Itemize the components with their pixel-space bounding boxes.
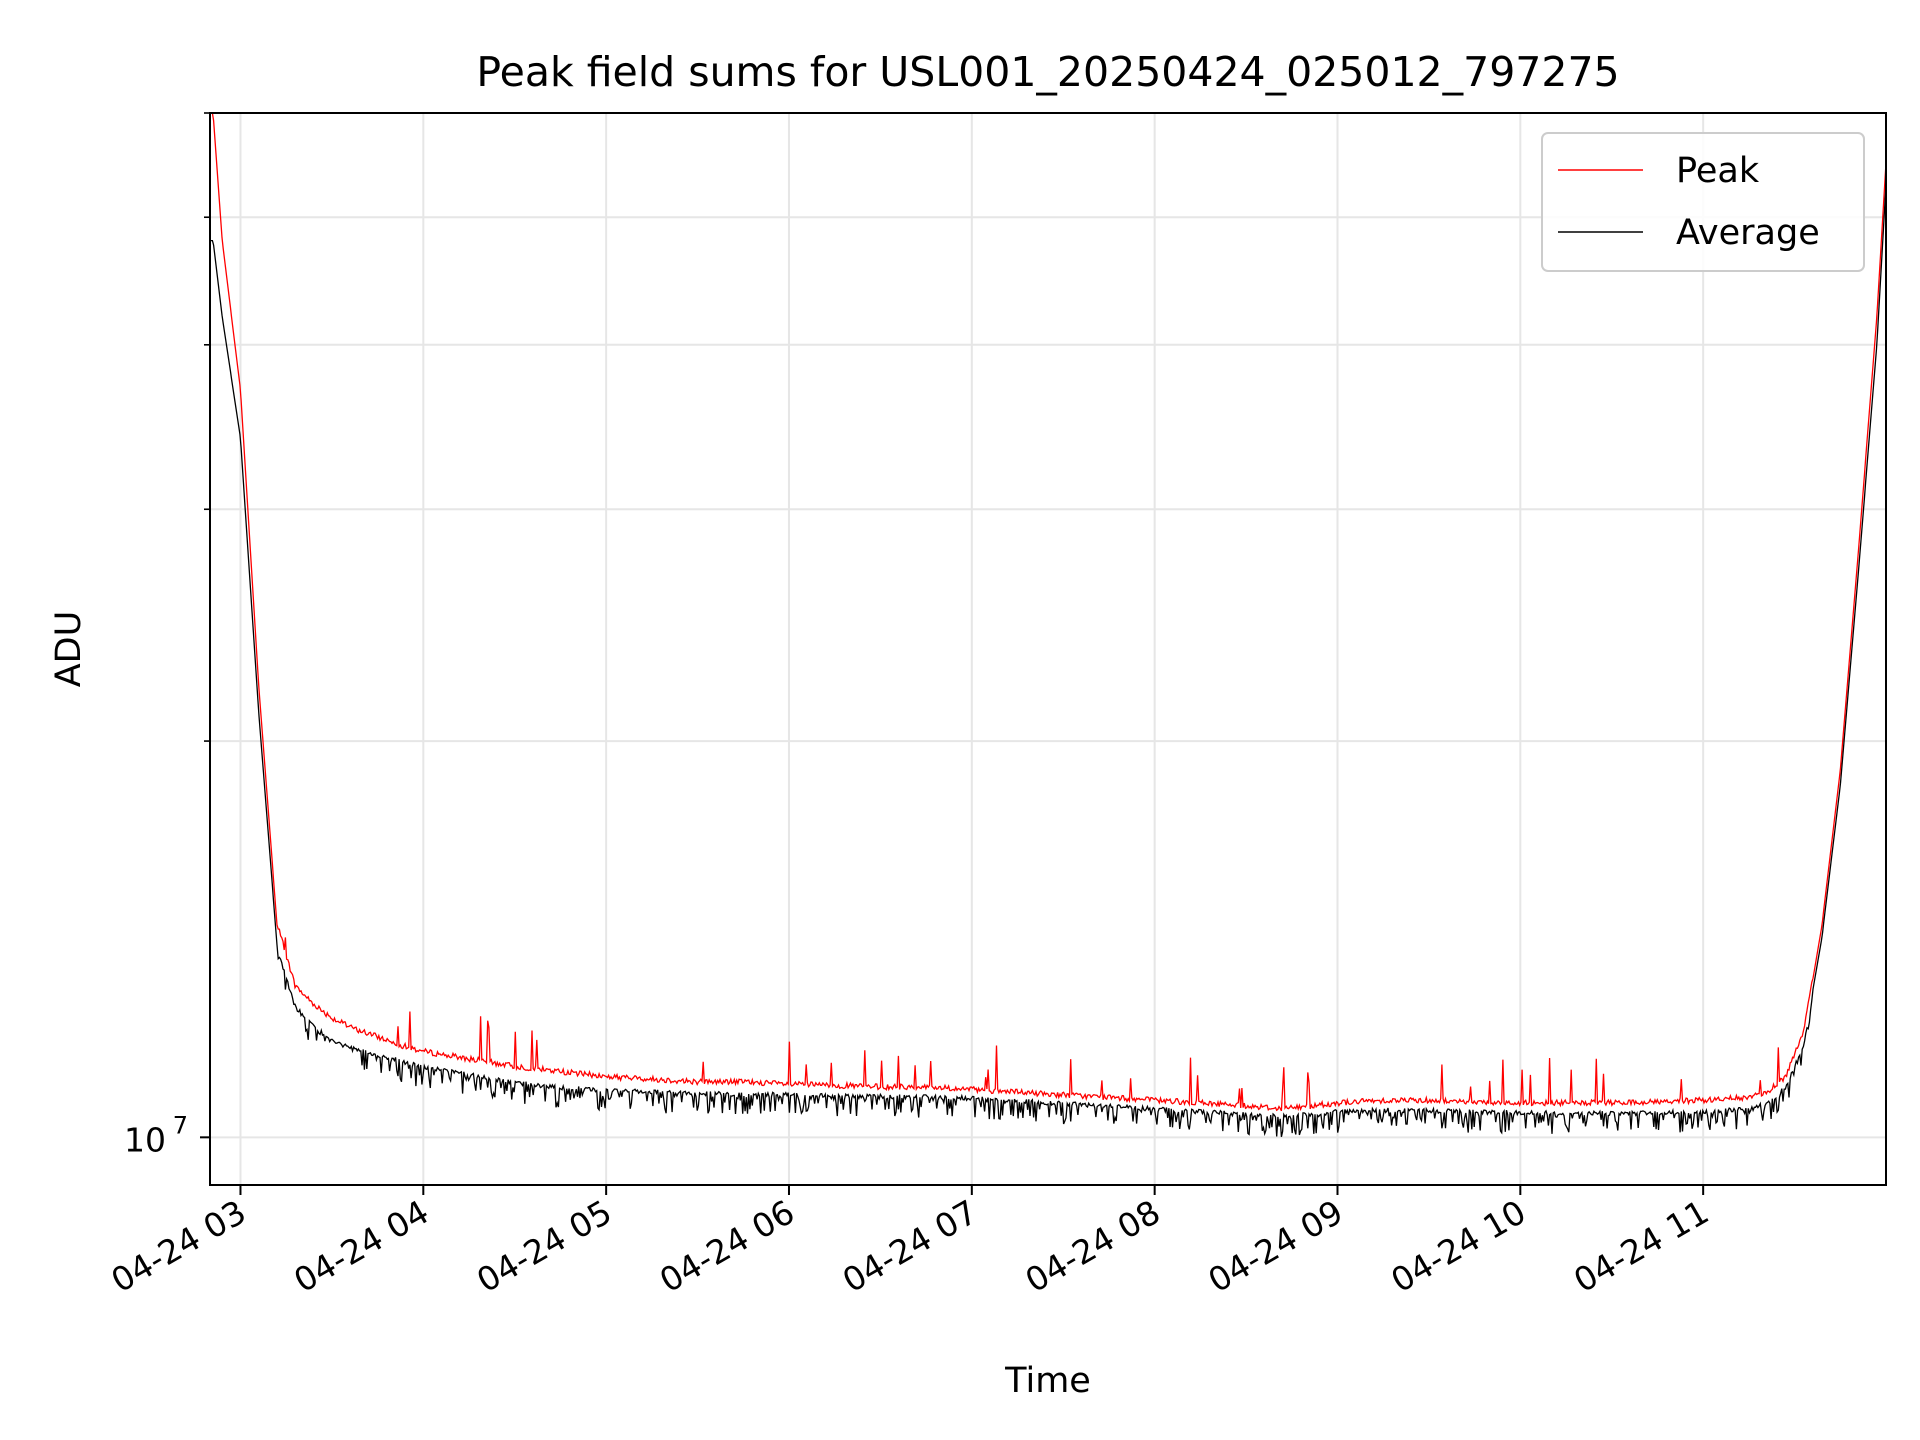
grid bbox=[210, 112, 1886, 1185]
series-line-peak bbox=[210, 112, 1887, 1112]
x-tick-label: 04-24 11 bbox=[1567, 1192, 1715, 1300]
x-tick-label: 04-24 08 bbox=[1019, 1192, 1167, 1300]
x-tick-label: 04-24 06 bbox=[653, 1192, 801, 1300]
y-tick-label: 10 bbox=[124, 1120, 166, 1159]
x-tick-label: 04-24 04 bbox=[287, 1192, 435, 1300]
series-line-average bbox=[210, 183, 1887, 1137]
plot-frame bbox=[209, 112, 1887, 1186]
series-lines bbox=[210, 112, 1887, 1137]
y-tick-label-exponent: 7 bbox=[173, 1111, 188, 1139]
legend-label-peak: Peak bbox=[1676, 151, 1760, 191]
x-axis-label: Time bbox=[1004, 1361, 1091, 1401]
x-tick-label: 04-24 07 bbox=[836, 1192, 984, 1300]
x-tick-label: 04-24 05 bbox=[470, 1192, 618, 1300]
y-axis-label: ADU bbox=[49, 611, 89, 688]
legend-label-average: Average bbox=[1676, 213, 1820, 253]
x-tick-label: 04-24 03 bbox=[104, 1192, 252, 1300]
legend: Peak Average bbox=[1541, 132, 1865, 272]
legend-box bbox=[1541, 132, 1865, 272]
chart-title: Peak field sums for USL001_20250424_0250… bbox=[476, 48, 1619, 96]
x-tick-label: 04-24 09 bbox=[1201, 1192, 1349, 1300]
x-tick-label: 04-24 10 bbox=[1384, 1192, 1532, 1300]
